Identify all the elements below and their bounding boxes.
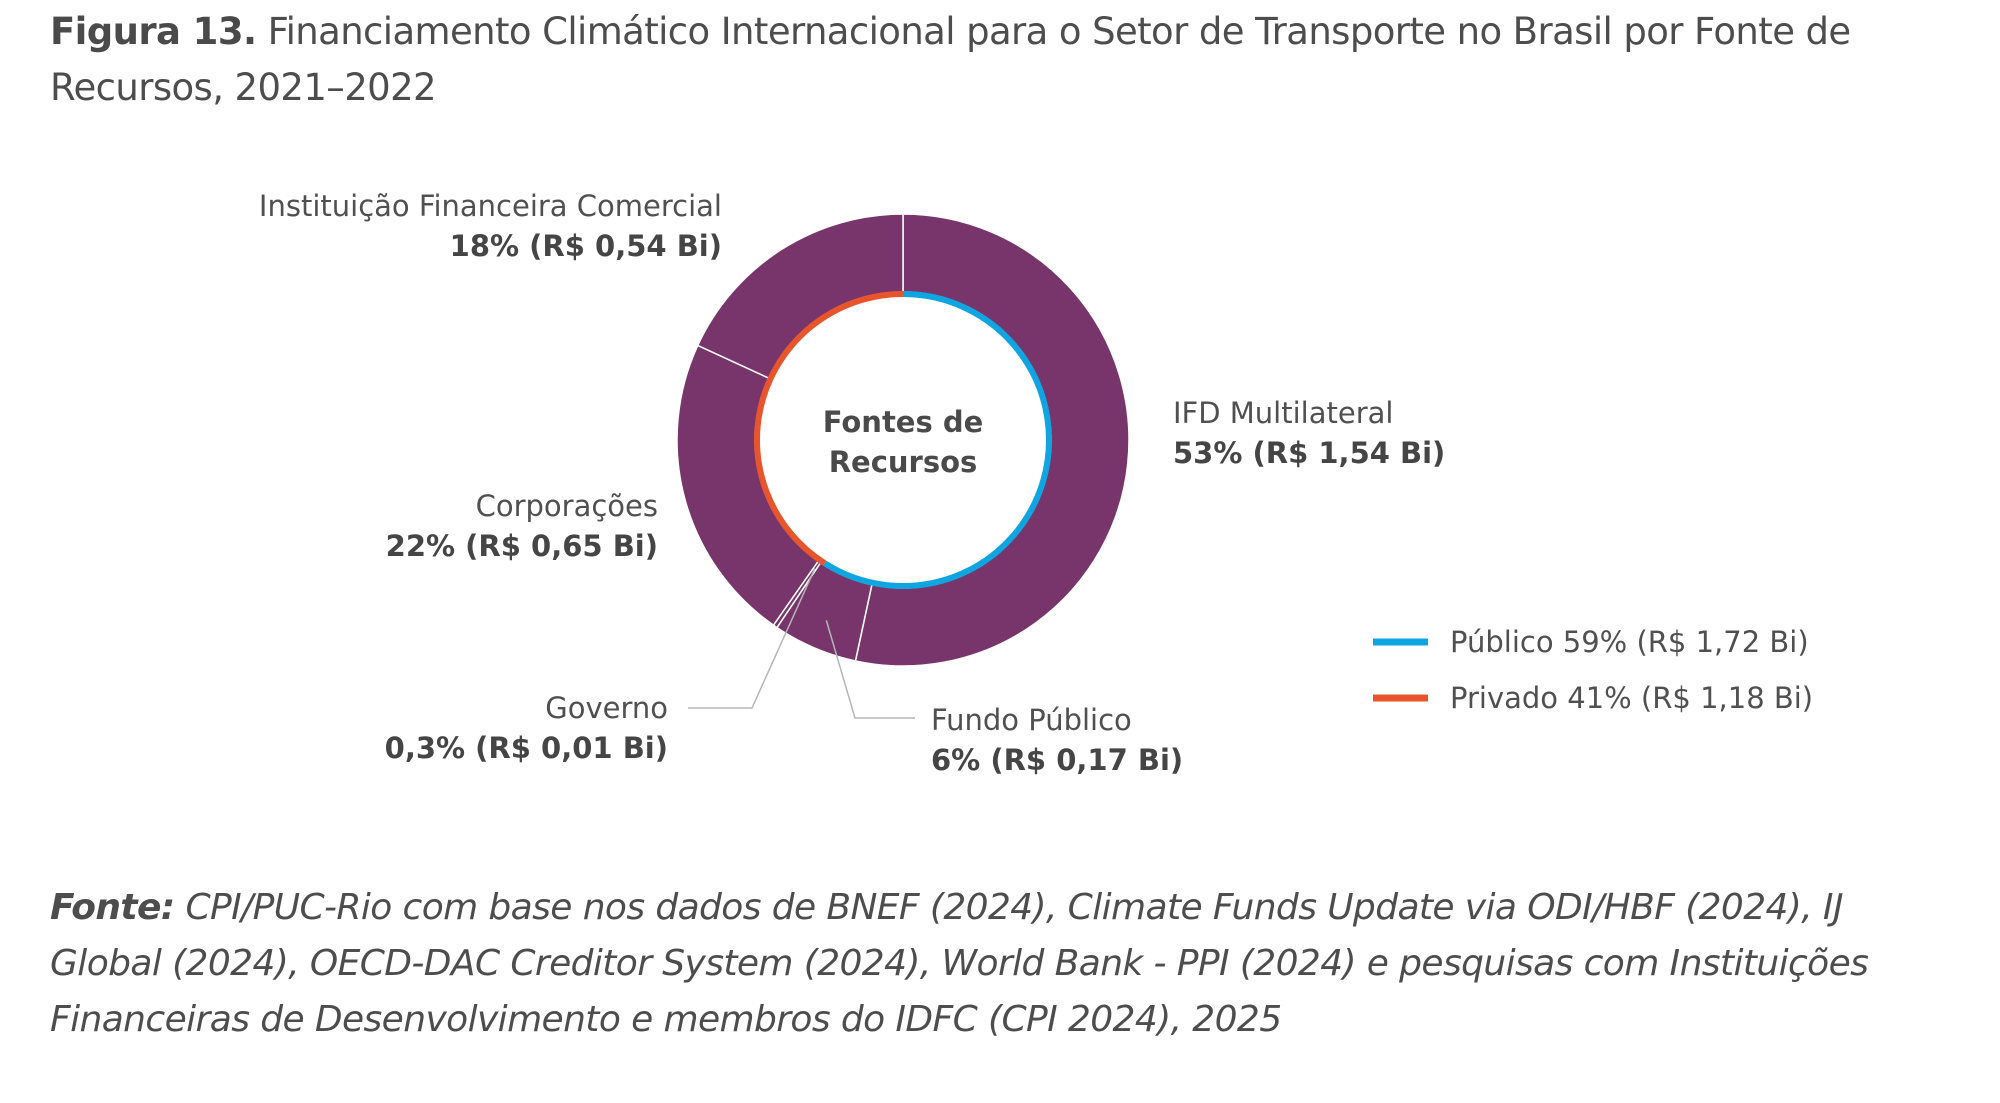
donut-chart: Fontes de Recursos Instituição Financeir… — [259, 189, 1813, 777]
source-text: CPI/PUC-Rio com base nos dados de BNEF (… — [50, 887, 1869, 1040]
label-instituicao-financeira-comercial-name: Instituição Financeira Comercial — [259, 189, 722, 223]
label-governo-value: 0,3% (R$ 0,01 Bi) — [385, 731, 668, 765]
legend-label-publico: Público 59% (R$ 1,72 Bi) — [1450, 625, 1809, 659]
figure-title-text: Financiamento Climático Internacional pa… — [50, 10, 1851, 109]
leader-line-fundo-publico — [825, 620, 915, 719]
label-governo-name: Governo — [545, 691, 668, 725]
inner-ring — [754, 291, 1052, 589]
segment-corporacoes — [676, 344, 820, 627]
legend-label-privado: Privado 41% (R$ 1,18 Bi) — [1450, 681, 1813, 715]
source-label: Fonte: — [50, 887, 175, 928]
label-corporacoes-value: 22% (R$ 0,65 Bi) — [386, 529, 658, 563]
source-note: Fonte: CPI/PUC-Rio com base nos dados de… — [50, 880, 1950, 1048]
label-ifd-multilateral-value: 53% (R$ 1,54 Bi) — [1173, 436, 1445, 470]
label-instituicao-financeira-comercial-value: 18% (R$ 0,54 Bi) — [450, 229, 722, 263]
leader-lines — [688, 568, 915, 719]
outer-ring — [676, 213, 1130, 667]
label-fundo-publico-name: Fundo Público — [931, 703, 1132, 737]
center-label-line-2: Recursos — [829, 445, 978, 479]
inner-arc-publico — [823, 291, 1052, 589]
figure-label: Figura 13. — [50, 10, 257, 53]
inner-arc-privado — [754, 291, 904, 566]
leader-line-governo — [688, 568, 816, 709]
figure-title: Figura 13. Financiamento Climático Inter… — [50, 4, 1890, 116]
label-corporacoes-name: Corporações — [476, 489, 658, 523]
label-ifd-multilateral-name: IFD Multilateral — [1173, 396, 1393, 430]
center-label-line-1: Fontes de — [823, 405, 984, 439]
label-fundo-publico-value: 6% (R$ 0,17 Bi) — [931, 743, 1183, 777]
